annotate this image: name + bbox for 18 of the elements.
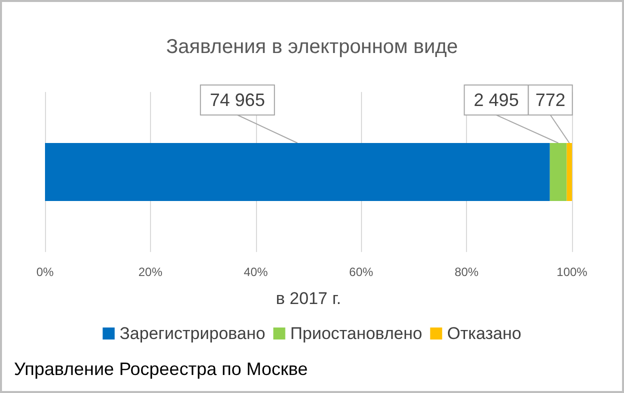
x-tick-label: 40%: [244, 265, 268, 279]
annotation: 2 495: [474, 90, 519, 110]
bar: [566, 143, 572, 201]
x-tick-label: 60%: [349, 265, 374, 279]
x-tick-label: 0%: [36, 265, 54, 279]
x-axis-title: в 2017 г.: [276, 289, 342, 308]
annotation: 74 965: [210, 90, 265, 110]
x-tick-label: 20%: [138, 265, 163, 279]
legend-label: Отказано: [447, 324, 522, 343]
chart-title: Заявления в электронном виде: [166, 36, 458, 58]
x-tick-label: 80%: [454, 265, 479, 279]
text: Управление Росреестра по Москве: [14, 359, 308, 379]
bar: [550, 143, 567, 201]
x-tick-label: 100%: [556, 265, 588, 279]
annotation: 772: [535, 90, 566, 110]
bar: [45, 143, 550, 201]
legend-label: Зарегистрировано: [120, 324, 266, 343]
legend-label: Приостановлено: [290, 324, 422, 343]
